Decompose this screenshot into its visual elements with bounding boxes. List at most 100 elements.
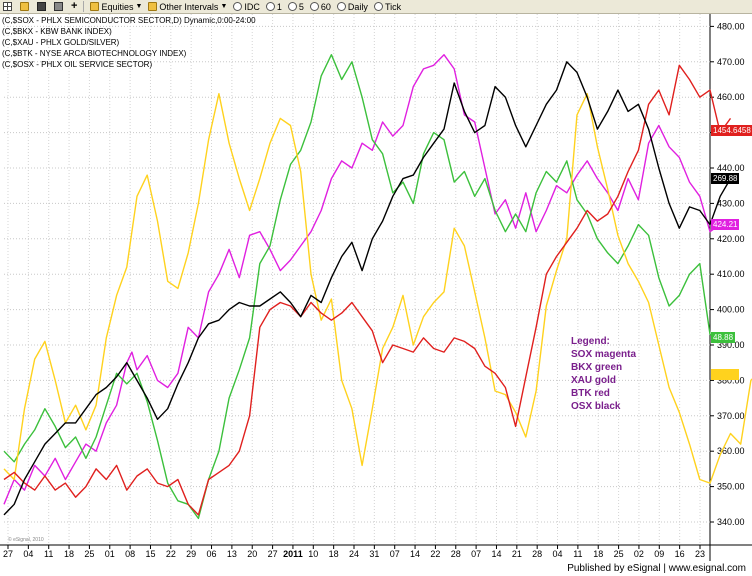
price-tag: 1454.6458: [711, 124, 752, 136]
y-tick-label: 380.00: [717, 375, 745, 385]
x-tick-label: 14: [491, 549, 501, 559]
print-icon[interactable]: [51, 0, 68, 13]
month-label: Dec: [208, 560, 225, 561]
series-header: (C,$SOX - PHLX SEMICONDUCTOR SECTOR,D) D…: [2, 15, 256, 70]
y-tick-label: 430.00: [717, 198, 745, 208]
price-tag: 269.88: [711, 172, 740, 184]
chevron-down-icon: ▼: [220, 3, 228, 10]
x-tick-label: 18: [593, 549, 603, 559]
legend: Legend: SOX magenta BKX green XAU gold B…: [571, 335, 636, 413]
equities-menu[interactable]: Equities ▼: [87, 0, 145, 13]
plus-icon: +: [71, 0, 78, 12]
x-tick-label: 25: [614, 549, 624, 559]
legend-title: Legend:: [571, 336, 610, 347]
x-tick-label: 01: [105, 549, 115, 559]
chart[interactable]: 340.00 350.00 360.00 370.00 380.00 390.00 400.…: [0, 14, 752, 561]
legend-line-bkx: BKX green: [571, 362, 623, 373]
interval-1-label: 1: [276, 1, 282, 12]
chevron-down-icon: ▼: [135, 3, 143, 10]
radio-icon: [373, 2, 383, 11]
toolbar-separator: [83, 1, 85, 12]
x-tick-label: 15: [145, 549, 155, 559]
add-button[interactable]: +: [68, 0, 80, 13]
series-line-btk: [3, 64, 732, 516]
other-intervals-menu[interactable]: Other Intervals ▼: [145, 0, 230, 13]
y-tick-label: 480.00: [717, 21, 745, 31]
price-tag: 424.21: [711, 218, 740, 230]
x-tick-label: 25: [84, 549, 94, 559]
x-tick-label: 04: [553, 549, 563, 559]
x-tick-label: 21: [512, 549, 522, 559]
x-tick-label: 20: [247, 549, 257, 559]
y-tick-label: 400.00: [717, 305, 745, 315]
watermark-text: © eSignal, 2010: [8, 536, 44, 543]
y-tick-label: 440.00: [717, 163, 745, 173]
interval-5-label: 5: [298, 1, 304, 12]
x-tick-label: 28: [532, 549, 542, 559]
x-tick-label: 2011: [283, 549, 303, 559]
x-tick-label: 13: [227, 549, 237, 559]
x-tick-label: 18: [329, 549, 339, 559]
y-tick-label: 470.00: [717, 57, 745, 67]
x-tick-label: 31: [369, 549, 379, 559]
x-tick-label: 06: [207, 549, 217, 559]
footer-text: Published by eSignal | www.esignal.com: [567, 563, 746, 574]
price-tag: 383.88: [711, 369, 740, 381]
legend-line-xau: XAU gold: [571, 375, 616, 386]
radio-icon: [233, 2, 243, 11]
series-line-xau: [3, 93, 752, 484]
interval-idc-label: IDC: [244, 1, 260, 12]
interval-daily-button[interactable]: Daily: [334, 0, 371, 13]
chart-background: [0, 14, 752, 561]
x-tick-label: 24: [349, 549, 359, 559]
series-line-sox: [3, 54, 721, 505]
x-tick-label: 11: [573, 549, 582, 559]
y-tick-label: 370.00: [717, 411, 745, 421]
price-tag: 48.88: [711, 331, 736, 343]
interval-5-button[interactable]: 5: [285, 0, 307, 13]
header-line-osx: (C,$OSX - PHLX OIL SERVICE SECTOR): [2, 60, 153, 69]
interval-tick-label: Tick: [384, 1, 402, 12]
folder-icon: [148, 2, 158, 11]
x-tick-label: 07: [390, 549, 400, 559]
series-line-osx: [3, 61, 732, 516]
x-tick-label: 04: [23, 549, 33, 559]
x-tick-label: 23: [695, 549, 705, 559]
month-label: Oct: [24, 560, 39, 561]
interval-tick-button[interactable]: Tick: [371, 0, 404, 13]
footer: Published by eSignal | www.esignal.com: [0, 561, 752, 576]
interval-60-button[interactable]: 60: [307, 0, 334, 13]
x-tick-label: 18: [64, 549, 74, 559]
legend-line-btk: BTK red: [571, 388, 610, 399]
y-tick-label: 340.00: [717, 517, 745, 527]
save-icon[interactable]: [34, 0, 51, 13]
x-tick-label: 07: [471, 549, 481, 559]
interval-60-label: 60: [320, 1, 331, 12]
x-tick-label: 16: [675, 549, 685, 559]
x-tick-label: 28: [451, 549, 461, 559]
interval-1-button[interactable]: 1: [263, 0, 285, 13]
radio-icon: [336, 2, 346, 11]
x-tick-label: 10: [308, 549, 318, 559]
legend-line-osx: OSX black: [571, 401, 621, 412]
x-tick-label: 22: [166, 549, 176, 559]
folder-icon[interactable]: [17, 0, 34, 13]
month-label: Apr: [554, 560, 570, 561]
y-tick-label: 420.00: [717, 234, 745, 244]
header-line-sox: (C,$SOX - PHLX SEMICONDUCTOR SECTOR,D) D…: [2, 16, 256, 25]
series-line-bkx: [3, 54, 721, 520]
grid-icon[interactable]: [0, 0, 17, 13]
month-label: Mar: [452, 560, 469, 561]
y-tick-label: 350.00: [717, 482, 745, 492]
x-tick-label: 09: [654, 549, 664, 559]
x-tick-label: 11: [44, 549, 53, 559]
other-intervals-label: Other Intervals: [159, 1, 219, 12]
interval-idc-button[interactable]: IDC: [230, 0, 263, 13]
month-label: May: [635, 560, 653, 561]
legend-line-sox: SOX magenta: [571, 349, 637, 360]
x-tick-label: 22: [430, 549, 440, 559]
interval-daily-label: Daily: [347, 1, 368, 12]
header-line-xau: (C,$XAU - PHLX GOLD/SILVER): [2, 38, 120, 47]
y-tick-label: 360.00: [717, 446, 745, 456]
x-tick-label: 27: [3, 549, 13, 559]
